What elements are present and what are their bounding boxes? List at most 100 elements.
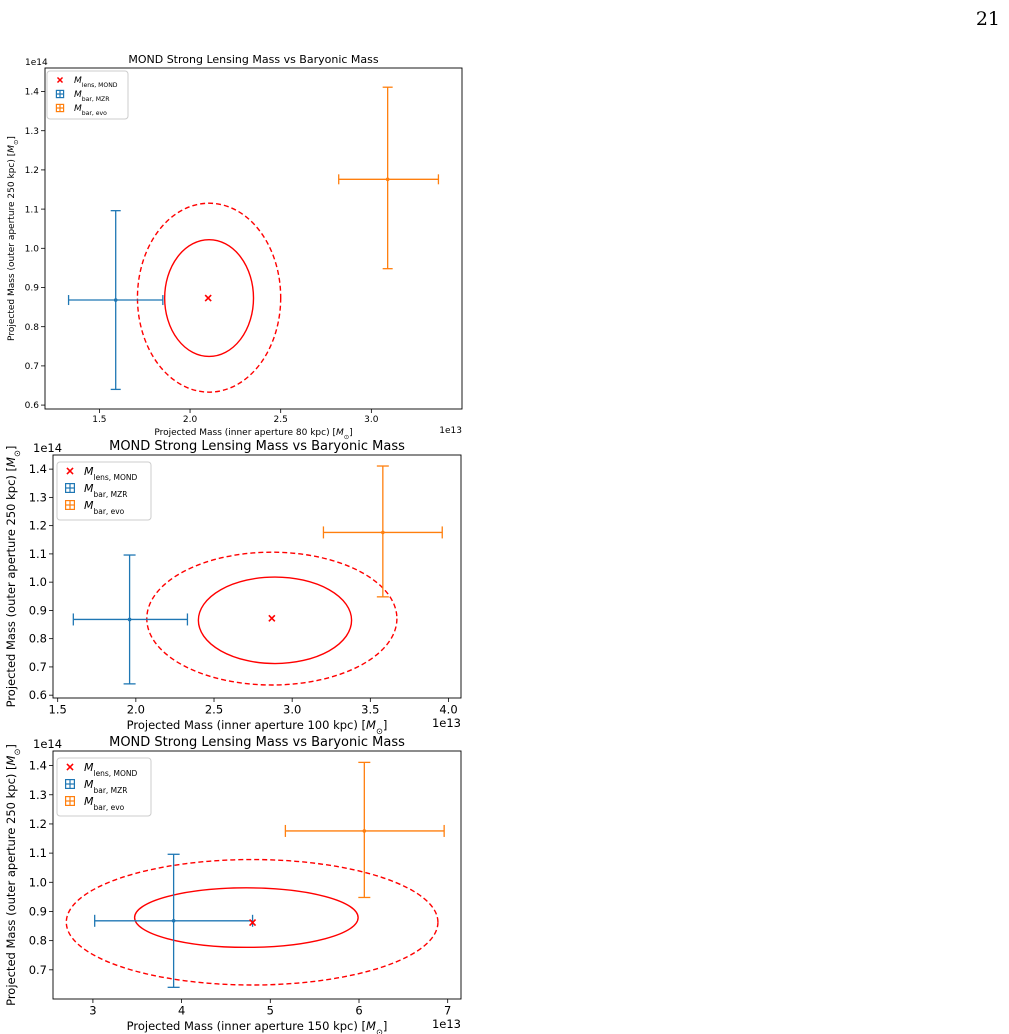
y-tick-label: 1.1 xyxy=(29,547,47,561)
errorbar-point xyxy=(362,829,367,833)
errorbar-bar-evo xyxy=(322,465,443,598)
legend-box xyxy=(56,757,152,817)
x-axis-label: Projected Mass (inner aperture 150 kpc) … xyxy=(127,1019,388,1034)
chart-title: MOND Strong Lensing Mass vs Baryonic Mas… xyxy=(128,53,379,66)
x-offset-label: 1e13 xyxy=(432,716,461,730)
plot-frame xyxy=(52,454,462,699)
legend-label: Mbar, MZR xyxy=(84,482,127,499)
x-tick-label: 3 xyxy=(89,1004,96,1018)
y-tick-label: 1.2 xyxy=(29,817,47,831)
x-axis-label: Projected Mass (inner aperture 100 kpc) … xyxy=(127,718,388,736)
x-tick-label: 3.0 xyxy=(283,703,301,717)
contour-inner xyxy=(133,887,359,949)
x-tick-label: 5 xyxy=(267,1004,274,1018)
y-tick-label: 1.3 xyxy=(25,127,39,137)
contour-inner xyxy=(197,576,353,665)
x-tick-label: 4.0 xyxy=(439,703,457,717)
legend-box xyxy=(46,70,129,120)
y-offset-label: 1e14 xyxy=(33,441,62,455)
legend-label: Mlens, MOND xyxy=(84,761,137,778)
chart-2: MOND Strong Lensing Mass vs Baryonic Mas… xyxy=(4,439,462,736)
x-offset-label: 1e13 xyxy=(439,426,462,436)
legend-label: Mbar, evo xyxy=(84,795,125,812)
y-tick-label: 1.2 xyxy=(25,166,39,176)
y-tick-label: 0.7 xyxy=(25,362,39,372)
x-tick-label: 1.5 xyxy=(49,703,67,717)
plot-frame xyxy=(44,67,463,410)
y-tick-label: 0.8 xyxy=(29,632,47,646)
chart-title: MOND Strong Lensing Mass vs Baryonic Mas… xyxy=(109,735,405,750)
contour-outer xyxy=(146,551,398,686)
lens-marker xyxy=(248,918,257,927)
legend-errorbar-icon xyxy=(64,482,75,493)
y-tick-label: 1.3 xyxy=(29,788,47,802)
plot-frame xyxy=(52,750,462,1000)
y-tick-label: 1.4 xyxy=(25,88,40,98)
y-tick-label: 1.0 xyxy=(29,575,47,589)
y-tick-label: 0.7 xyxy=(29,660,47,674)
legend-box xyxy=(56,461,152,521)
x-tick-label: 7 xyxy=(444,1004,451,1018)
y-axis-label: Projected Mass (outer aperture 250 kpc) … xyxy=(4,744,22,1006)
x-tick-label: 2.5 xyxy=(274,415,288,425)
y-tick-label: 0.9 xyxy=(29,904,47,918)
y-tick-label: 1.1 xyxy=(29,846,47,860)
legend-label: Mbar, evo xyxy=(84,499,125,515)
x-tick-label: 2.5 xyxy=(205,703,223,717)
x-tick-label: 6 xyxy=(355,1004,362,1018)
y-tick-label: 0.6 xyxy=(29,688,47,702)
errorbar-bar-mzr xyxy=(67,210,164,391)
errorbar-point xyxy=(127,617,132,622)
x-tick-label: 1.5 xyxy=(92,415,106,425)
lens-marker xyxy=(268,614,276,622)
errorbar-bar-mzr xyxy=(94,853,254,988)
legend-label: Mlens, MOND xyxy=(74,76,118,89)
errorbar-bar-evo xyxy=(338,86,440,270)
y-tick-label: 0.9 xyxy=(25,284,40,294)
y-tick-label: 1.2 xyxy=(29,519,47,533)
errorbar-point xyxy=(385,177,390,182)
legend-label: Mbar, MZR xyxy=(74,90,110,103)
contour-inner xyxy=(163,238,255,358)
y-offset-label: 1e14 xyxy=(33,737,62,751)
x-tick-label: 2.0 xyxy=(183,415,198,425)
legend-errorbar-icon xyxy=(55,89,65,99)
lens-marker xyxy=(204,294,212,302)
y-axis-label: Projected Mass (outer aperture 250 kpc) … xyxy=(4,446,22,708)
legend-x-icon xyxy=(66,467,74,475)
x-tick-label: 2.0 xyxy=(127,703,145,717)
y-tick-label: 1.0 xyxy=(29,875,47,889)
y-tick-label: 1.4 xyxy=(29,462,47,476)
chart-title: MOND Strong Lensing Mass vs Baryonic Mas… xyxy=(109,439,405,454)
errorbar-point xyxy=(381,530,385,535)
y-axis-label: Projected Mass (outer aperture 250 kpc) … xyxy=(7,136,20,341)
page-number: 21 xyxy=(975,8,1000,30)
chart-1: MOND Strong Lensing Mass vs Baryonic Mas… xyxy=(7,53,463,441)
chart-3: MOND Strong Lensing Mass vs Baryonic Mas… xyxy=(4,735,462,1034)
legend-errorbar-icon xyxy=(64,795,75,806)
x-tick-label: 3.5 xyxy=(361,703,379,717)
x-axis-label: Projected Mass (inner aperture 80 kpc) [… xyxy=(154,428,352,441)
x-tick-label: 4 xyxy=(178,1004,185,1018)
y-offset-label: 1e14 xyxy=(25,58,48,68)
y-tick-label: 0.7 xyxy=(29,963,47,977)
y-tick-label: 1.1 xyxy=(25,205,39,215)
y-tick-label: 1.3 xyxy=(29,490,47,504)
y-tick-label: 1.0 xyxy=(25,244,40,254)
y-tick-label: 0.9 xyxy=(29,603,47,617)
legend-label: Mbar, evo xyxy=(74,104,107,117)
errorbar-bar-mzr xyxy=(72,554,189,685)
legend-label: Mbar, MZR xyxy=(84,778,127,795)
errorbar-bar-evo xyxy=(284,761,445,899)
contour-outer xyxy=(136,202,282,393)
legend-errorbar-icon xyxy=(64,778,75,789)
y-tick-label: 1.4 xyxy=(29,759,47,773)
errorbar-point xyxy=(113,298,118,302)
legend-x-icon xyxy=(56,76,64,84)
x-offset-label: 1e13 xyxy=(432,1017,461,1031)
legend-errorbar-icon xyxy=(64,499,75,510)
y-tick-label: 0.8 xyxy=(25,323,40,333)
